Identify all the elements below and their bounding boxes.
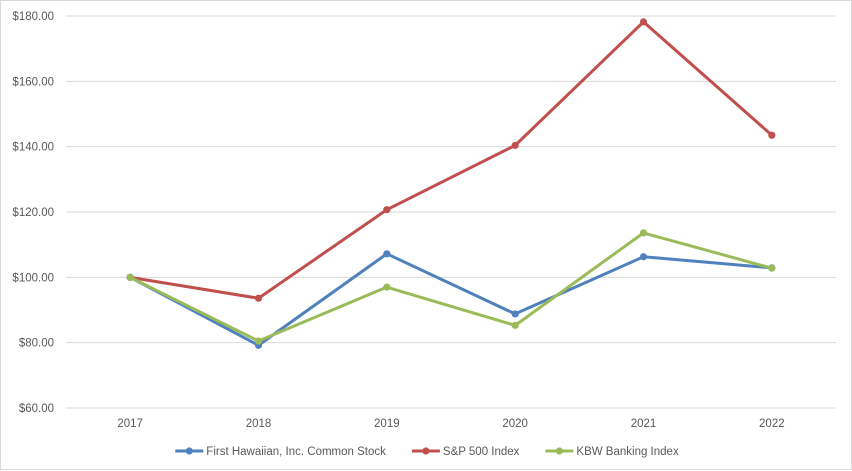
y-tick-label: $140.00 <box>12 142 54 154</box>
data-point <box>768 264 776 272</box>
gridlines <box>66 15 836 409</box>
legend-marker <box>555 447 564 455</box>
legend-label: KBW Banking Index <box>576 446 679 458</box>
series-group <box>126 18 776 349</box>
legend-marker <box>422 447 430 455</box>
data-point <box>254 337 263 345</box>
data-point <box>383 250 391 258</box>
data-point <box>511 310 519 318</box>
legend: First Hawaiian, Inc. Common Stock S&P 500… <box>175 446 679 458</box>
y-tick-label: $180.00 <box>12 11 54 23</box>
x-tick-label: 2017 <box>117 418 143 430</box>
data-point <box>639 229 648 237</box>
data-point <box>254 294 263 302</box>
series-1 <box>126 250 776 349</box>
data-point <box>511 141 519 149</box>
data-point <box>639 18 648 26</box>
x-tick-label: 2022 <box>759 418 785 430</box>
legend-item: S&P 500 Index <box>411 446 520 458</box>
series-line <box>128 252 774 347</box>
data-point <box>768 131 776 139</box>
legend-marker <box>185 447 193 455</box>
legend-item: First Hawaiian, Inc. Common Stock <box>175 446 386 458</box>
x-tick-label: 2019 <box>374 418 400 430</box>
legend-label: First Hawaiian, Inc. Common Stock <box>206 446 386 458</box>
y-tick-label: $60.00 <box>19 403 54 415</box>
legend-label: S&P 500 Index <box>443 446 520 458</box>
y-tick-label: $80.00 <box>19 338 54 350</box>
data-point <box>126 273 134 281</box>
x-tick-label: 2018 <box>246 418 272 430</box>
series-line <box>128 231 774 343</box>
x-tick-label: 2020 <box>502 418 528 430</box>
legend-item: KBW Banking Index <box>545 446 679 458</box>
series-3 <box>126 229 776 345</box>
data-point <box>639 253 648 261</box>
series-line <box>128 20 774 300</box>
y-tick-label: $100.00 <box>12 272 54 284</box>
data-point <box>383 283 391 291</box>
data-point <box>383 206 391 214</box>
data-point <box>511 321 519 329</box>
y-tick-label: $160.00 <box>12 76 54 88</box>
y-axis-tick-labels: $60.00 $80.00 $100.00 $120.00 $140.00 $160.00… <box>12 11 54 415</box>
x-tick-label: 2021 <box>631 418 657 430</box>
y-tick-label: $120.00 <box>12 207 54 219</box>
x-axis-tick-labels: 2017 2018 2019 2020 2021 2022 <box>117 418 784 430</box>
